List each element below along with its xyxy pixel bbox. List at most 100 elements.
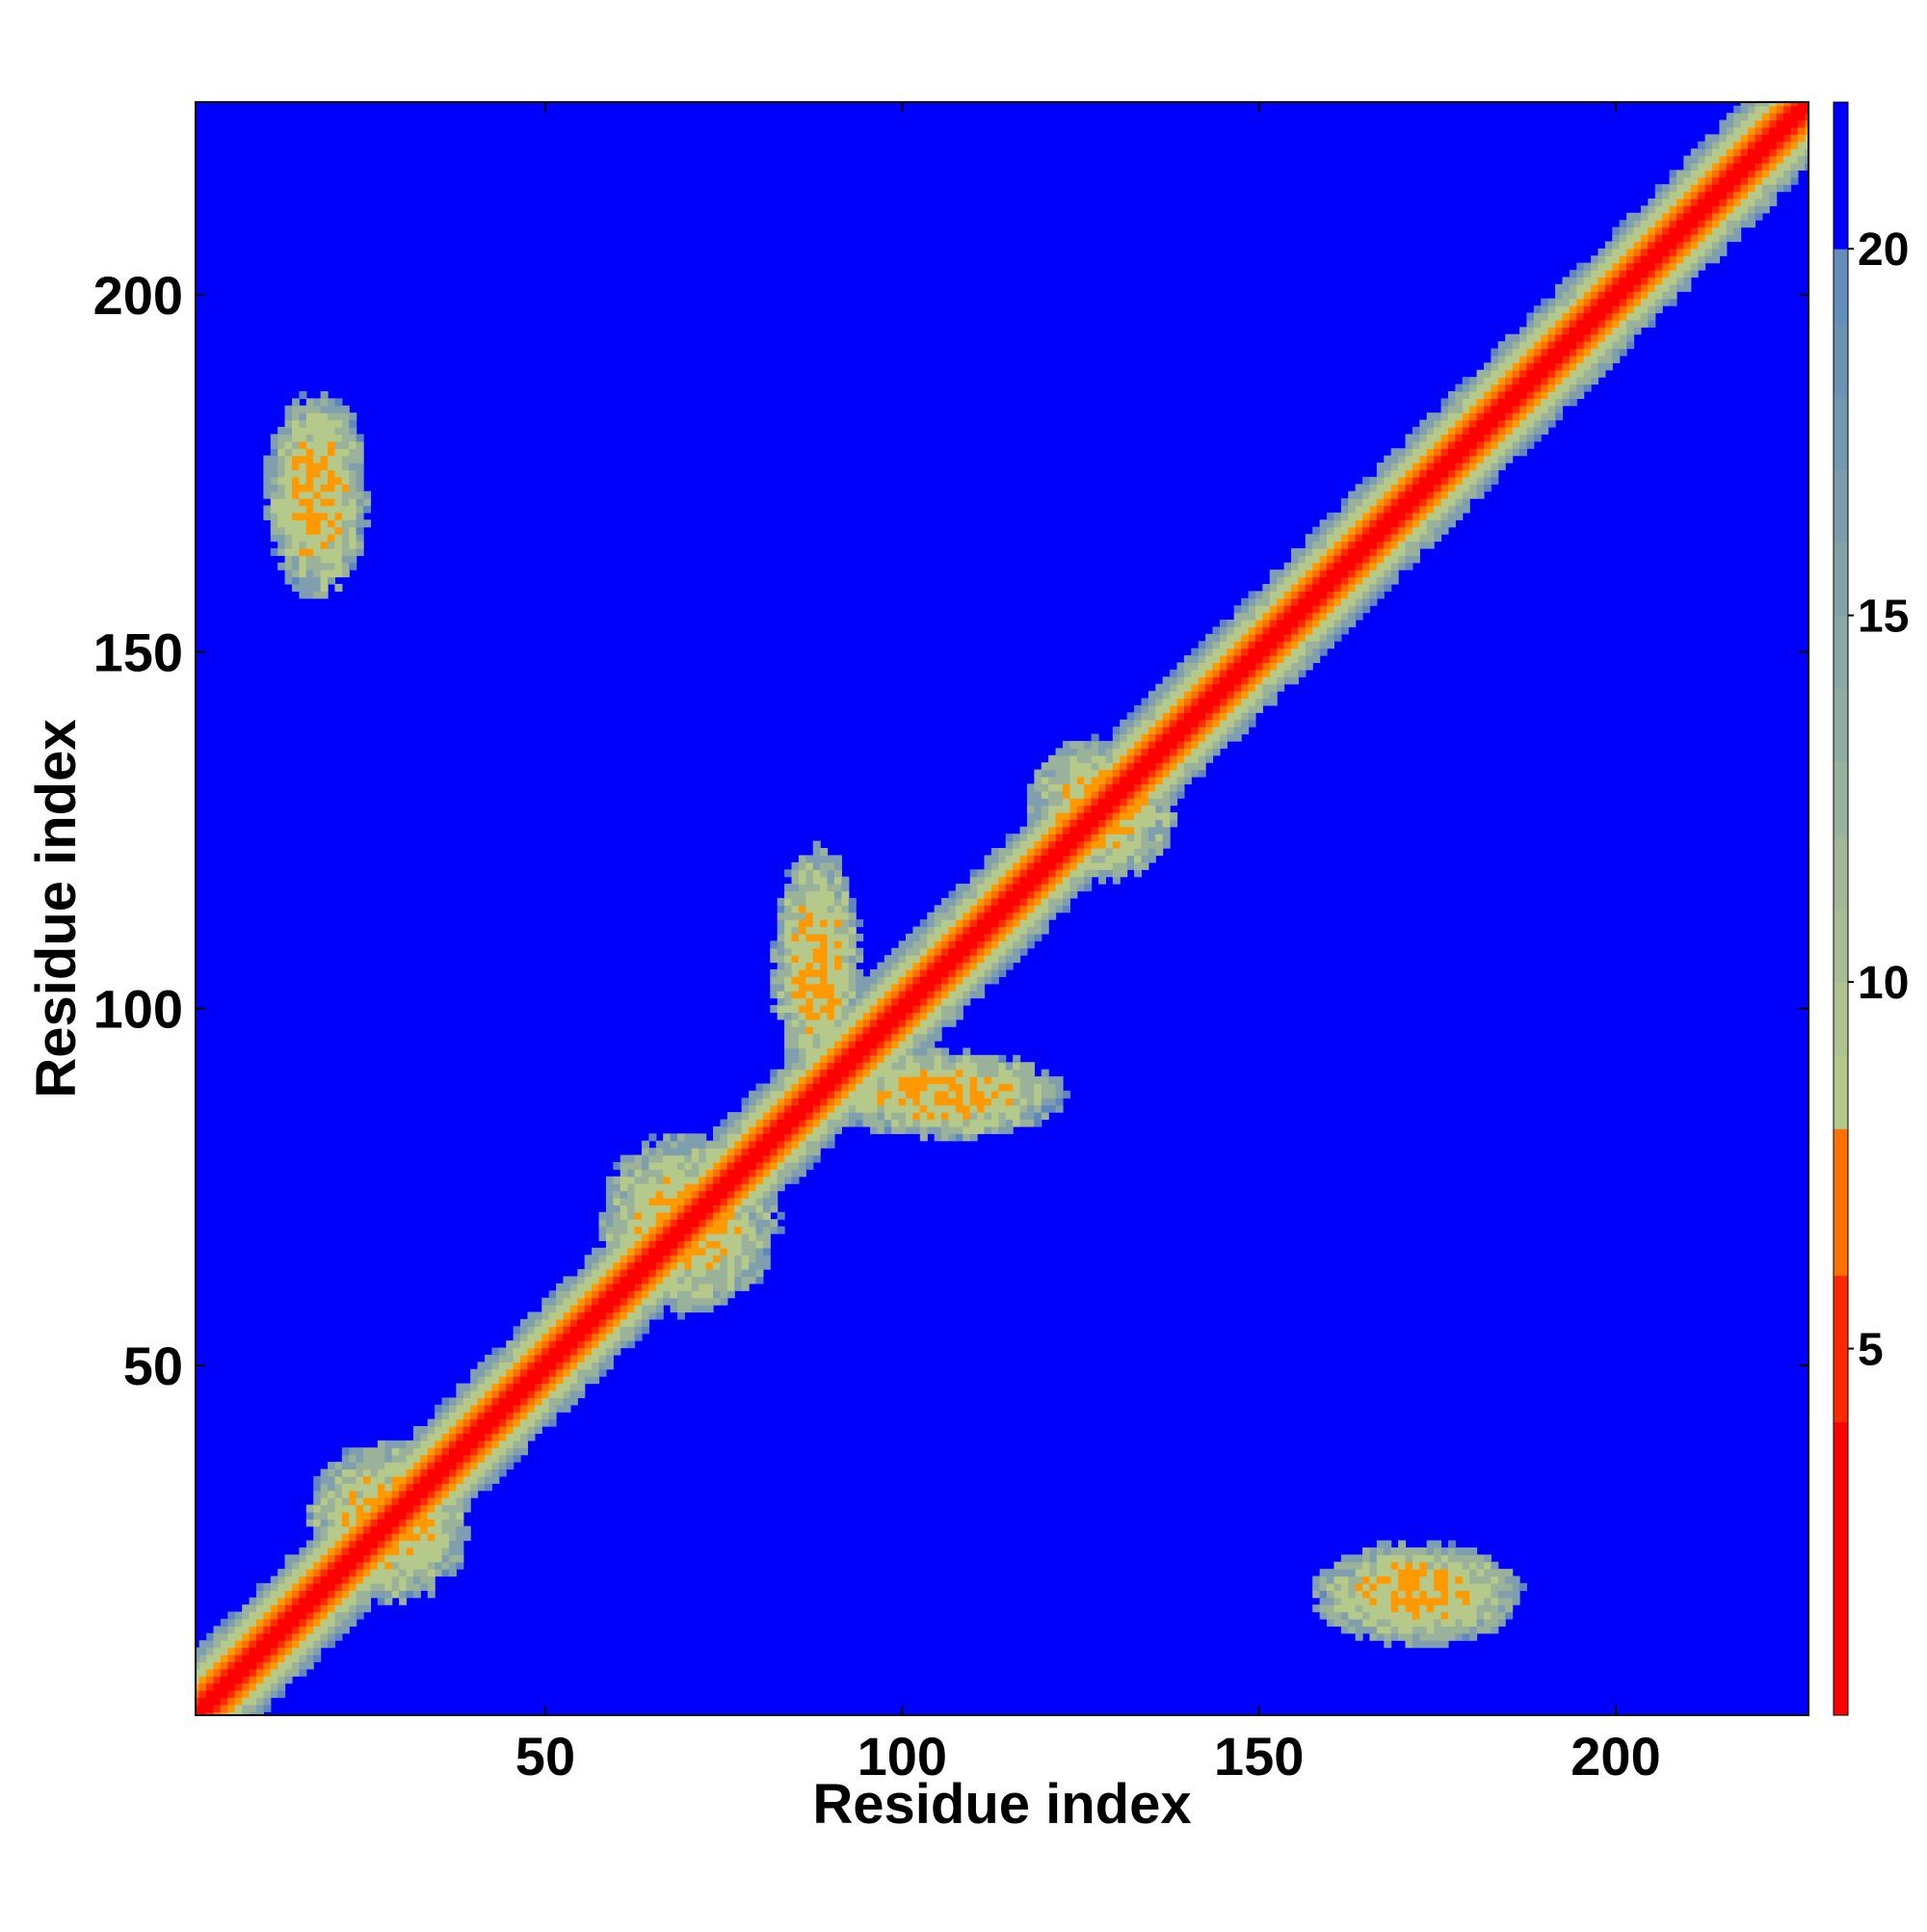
heatmap-cell bbox=[720, 1211, 728, 1220]
heatmap-cell bbox=[1141, 762, 1149, 771]
heatmap-cell bbox=[1419, 1597, 1428, 1605]
heatmap-cell bbox=[634, 1219, 643, 1228]
heatmap-cell bbox=[906, 1047, 914, 1056]
heatmap-cell bbox=[762, 1240, 771, 1249]
heatmap-cell bbox=[1483, 1604, 1491, 1613]
heatmap-cell bbox=[412, 1497, 421, 1506]
heatmap-cell bbox=[1019, 933, 1028, 941]
heatmap-cell bbox=[762, 1197, 771, 1205]
heatmap-cell bbox=[1162, 691, 1171, 700]
heatmap-cell bbox=[1162, 712, 1171, 721]
heatmap-cell bbox=[912, 1069, 921, 1077]
heatmap-cell bbox=[912, 1033, 921, 1042]
heatmap-cell bbox=[798, 1169, 806, 1178]
heatmap-cell bbox=[791, 1041, 800, 1049]
heatmap-cell bbox=[969, 869, 978, 878]
heatmap-cell bbox=[770, 991, 779, 999]
heatmap-cell bbox=[749, 1247, 757, 1256]
heatmap-cell bbox=[313, 541, 322, 549]
heatmap-cell bbox=[670, 1276, 678, 1284]
heatmap-cell bbox=[634, 1211, 643, 1220]
heatmap-cell bbox=[198, 1668, 207, 1677]
heatmap-cell bbox=[1533, 355, 1542, 363]
heatmap-cell bbox=[1476, 1597, 1485, 1605]
heatmap-cell bbox=[820, 1104, 829, 1113]
heatmap-cell bbox=[349, 455, 357, 463]
heatmap-cell bbox=[399, 1475, 408, 1484]
heatmap-cell bbox=[869, 991, 878, 999]
heatmap-cell bbox=[513, 1383, 521, 1391]
heatmap-cell bbox=[1376, 1547, 1385, 1555]
heatmap-cell bbox=[641, 1226, 649, 1234]
heatmap-cell bbox=[349, 1483, 357, 1492]
heatmap-cell bbox=[963, 1090, 971, 1098]
heatmap-cell bbox=[556, 1305, 565, 1313]
heatmap-cell bbox=[334, 1569, 343, 1577]
heatmap-cell bbox=[1305, 605, 1313, 614]
heatmap-cell bbox=[391, 1454, 400, 1463]
heatmap-cell bbox=[663, 1219, 672, 1228]
heatmap-cell bbox=[1026, 1119, 1035, 1127]
heatmap-cell bbox=[798, 1019, 806, 1027]
heatmap-cell bbox=[648, 1154, 657, 1163]
heatmap-cell bbox=[1212, 691, 1221, 700]
heatmap-cell bbox=[1248, 626, 1256, 635]
heatmap-cell bbox=[334, 555, 343, 564]
heatmap-cell bbox=[1126, 712, 1135, 721]
heatmap-cell bbox=[1369, 526, 1378, 535]
heatmap-cell bbox=[1390, 1575, 1399, 1584]
heatmap-cell bbox=[741, 1233, 750, 1242]
heatmap-cell bbox=[470, 1440, 479, 1448]
heatmap-cell bbox=[1434, 526, 1442, 535]
heatmap-cell bbox=[898, 962, 907, 970]
heatmap-cell bbox=[1455, 469, 1464, 478]
heatmap-cell bbox=[1041, 819, 1049, 828]
heatmap-cell bbox=[1327, 620, 1335, 628]
heatmap-cell bbox=[1019, 1083, 1028, 1092]
heatmap-cell bbox=[284, 576, 293, 585]
heatmap-cell bbox=[1048, 912, 1057, 920]
heatmap-cell bbox=[869, 1062, 878, 1071]
heatmap-cell bbox=[919, 976, 928, 985]
heatmap-cell bbox=[1205, 754, 1214, 763]
heatmap-cell bbox=[435, 1454, 443, 1463]
heatmap-cell bbox=[1219, 691, 1227, 700]
heatmap-cell bbox=[299, 591, 307, 599]
heatmap-cell bbox=[670, 1161, 678, 1170]
heatmap-cell bbox=[1447, 484, 1456, 492]
heatmap-cell bbox=[841, 940, 850, 949]
heatmap-cell bbox=[1440, 1590, 1449, 1599]
heatmap-cell bbox=[841, 968, 850, 977]
heatmap-cell bbox=[513, 1397, 521, 1406]
heatmap-cell bbox=[1405, 484, 1413, 492]
heatmap-cell bbox=[1440, 1561, 1449, 1570]
heatmap-cell bbox=[620, 1340, 628, 1349]
heatmap-cell bbox=[906, 991, 914, 999]
heatmap-cell bbox=[292, 562, 301, 570]
heatmap-cell bbox=[1041, 812, 1049, 821]
heatmap-cell bbox=[749, 1140, 757, 1149]
heatmap-cell bbox=[841, 897, 850, 906]
heatmap-cell bbox=[777, 933, 785, 941]
heatmap-cell bbox=[299, 1597, 307, 1605]
heatmap-cell bbox=[334, 405, 343, 413]
heatmap-cell bbox=[334, 1511, 343, 1520]
heatmap-cell bbox=[655, 1197, 664, 1205]
heatmap-cell bbox=[363, 1597, 372, 1605]
heatmap-cell bbox=[1355, 1575, 1363, 1584]
heatmap-cell bbox=[420, 1540, 429, 1548]
heatmap-cell bbox=[848, 1062, 857, 1071]
heatmap-cell bbox=[420, 1569, 429, 1577]
heatmap-cell bbox=[1419, 1640, 1428, 1649]
heatmap-cell bbox=[456, 1475, 464, 1484]
heatmap-cell bbox=[1405, 1604, 1413, 1613]
heatmap-cell bbox=[805, 968, 814, 977]
heatmap-cell bbox=[328, 1475, 336, 1484]
heatmap-cell bbox=[856, 1005, 864, 1014]
heatmap-cell bbox=[898, 976, 907, 985]
heatmap-cell bbox=[1362, 1604, 1371, 1613]
heatmap-cell bbox=[255, 1604, 264, 1613]
heatmap-cell bbox=[791, 876, 800, 885]
heatmap-cell bbox=[356, 463, 364, 471]
heatmap-cell bbox=[898, 968, 907, 977]
